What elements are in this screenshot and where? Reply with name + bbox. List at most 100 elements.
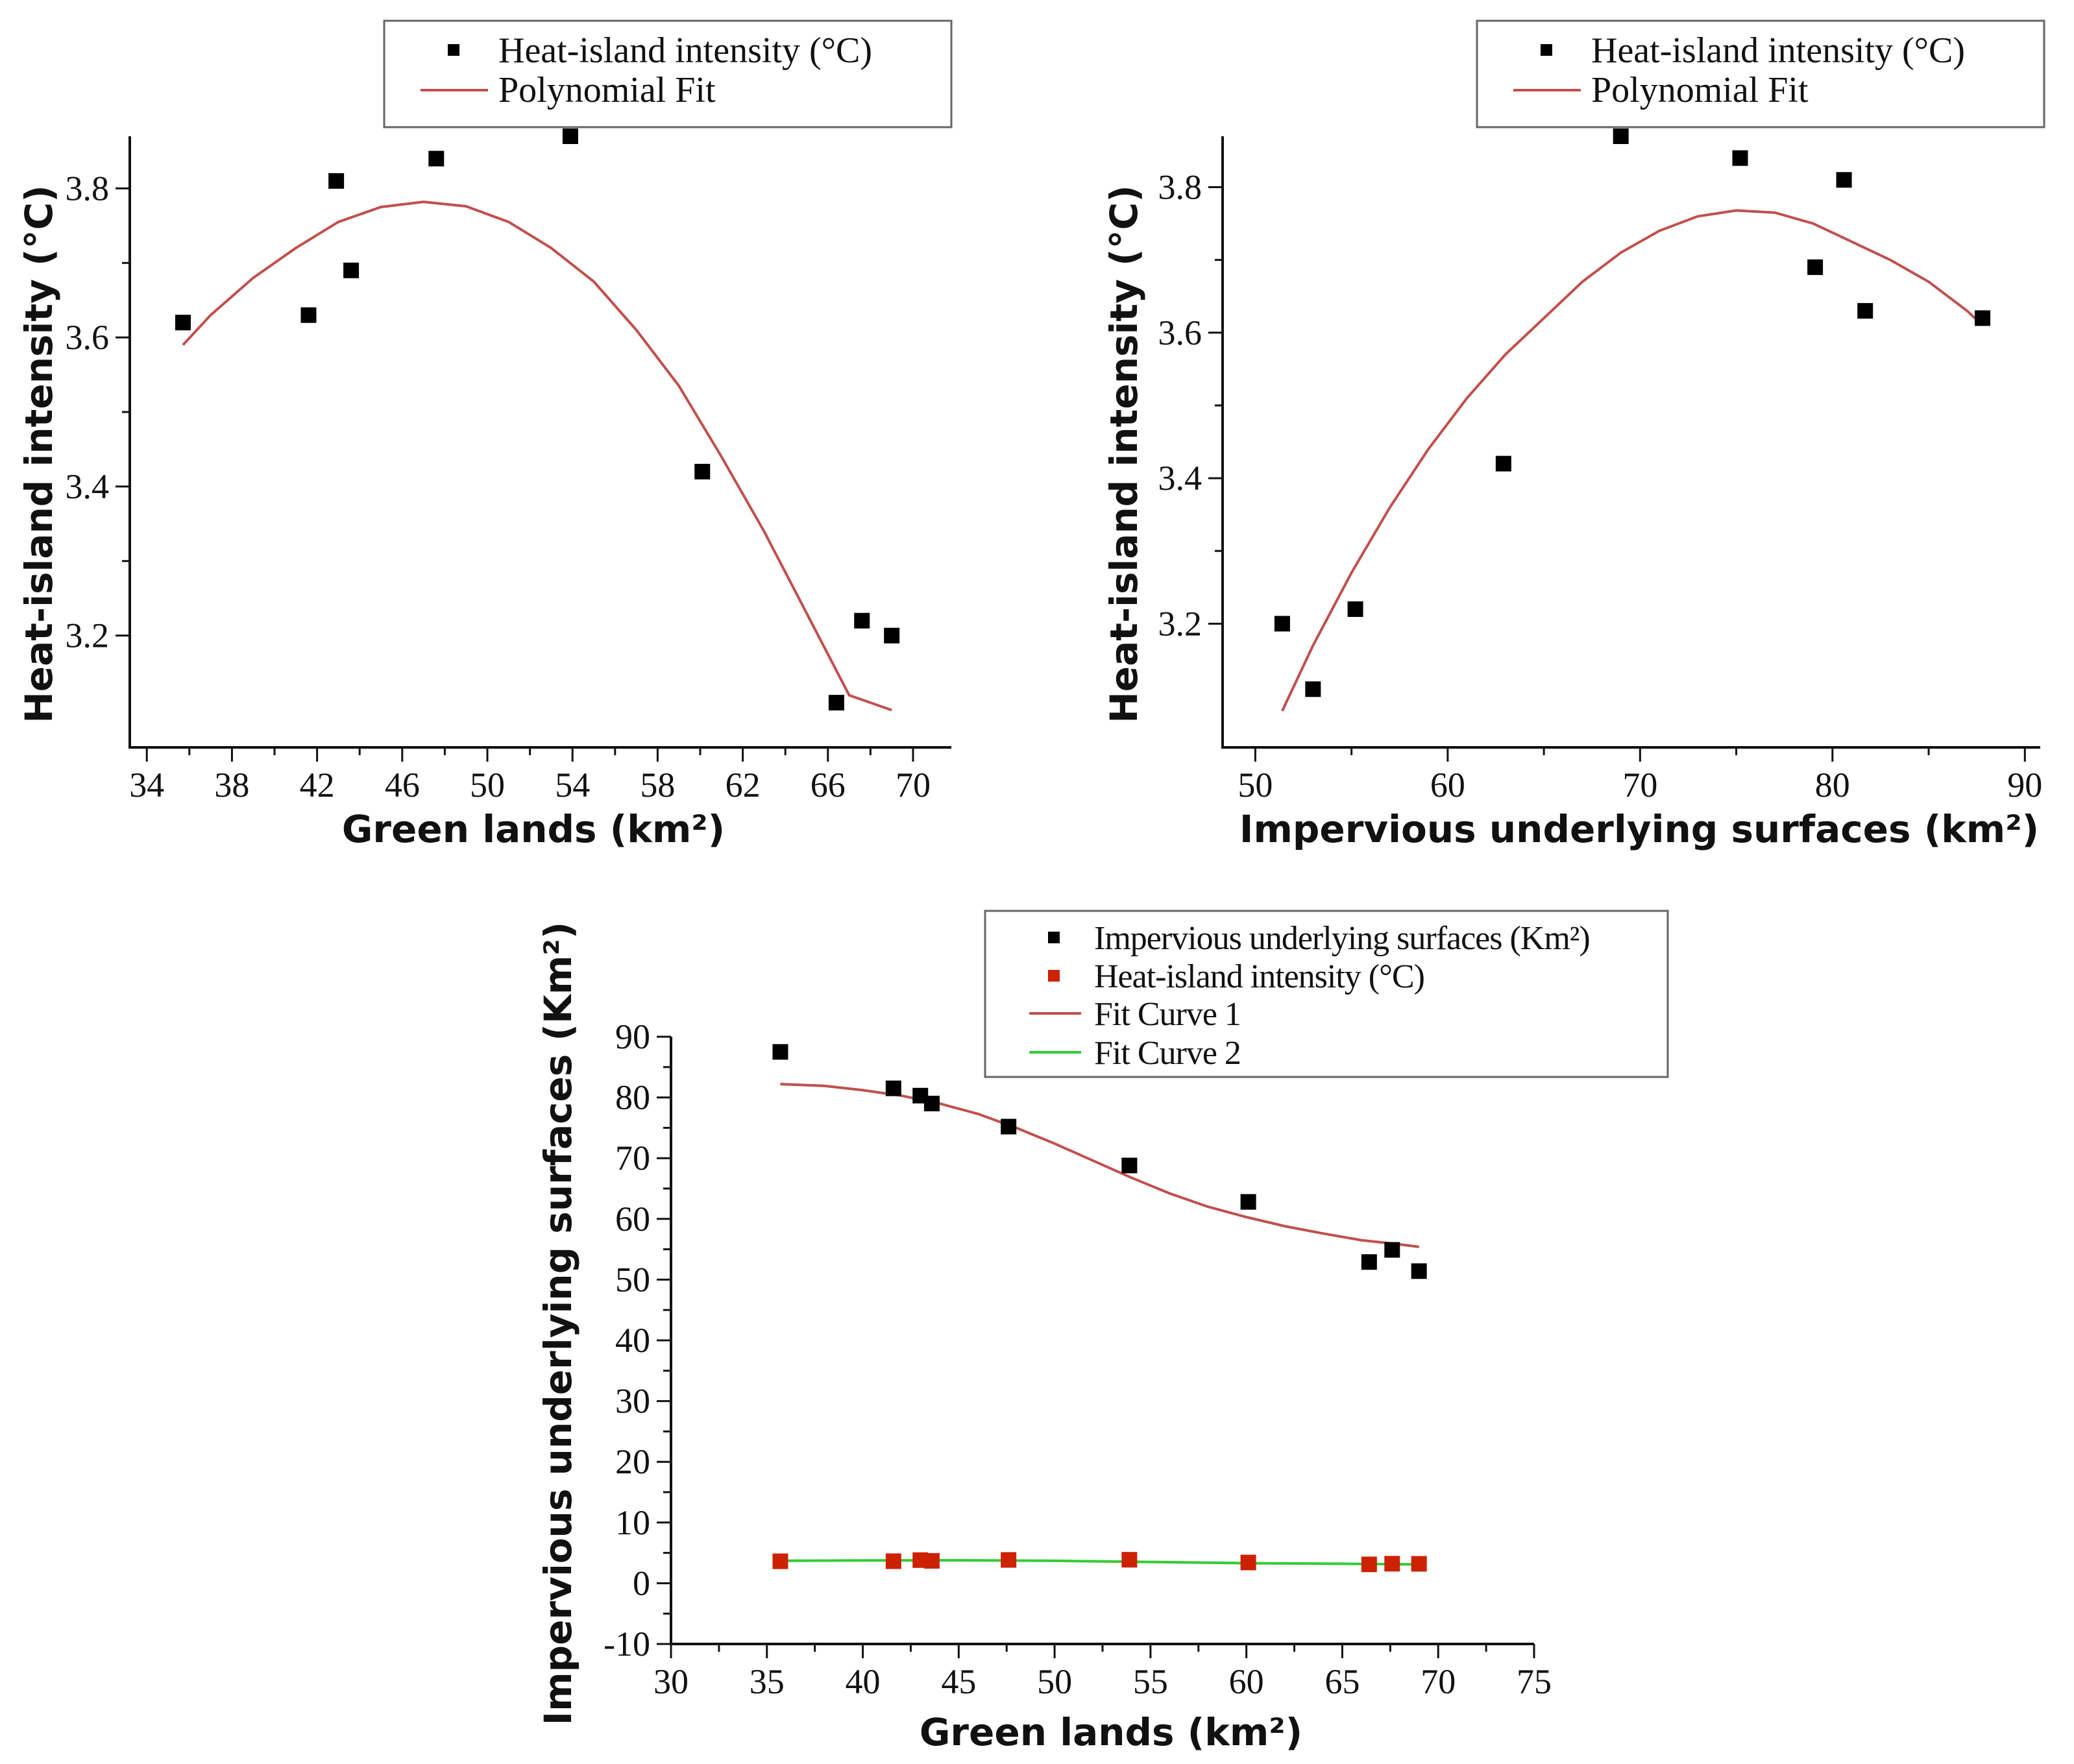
- y-ticks: 3.2 3.4 3.6 3.8: [1158, 168, 1223, 643]
- x-tick-label: 80: [1815, 766, 1850, 804]
- data-point: [300, 307, 317, 323]
- x-axis-title: Impervious underlying surfaces (km²): [1239, 807, 2039, 851]
- x-ticks: 30 35 40 45 50 55 60 65 70 75: [653, 1644, 1552, 1701]
- y-tick-label: 60: [615, 1200, 650, 1238]
- x-tick-label: 35: [750, 1662, 785, 1701]
- data-point: [884, 627, 900, 644]
- legend-marker-icon: [448, 44, 459, 56]
- x-tick-label: 50: [470, 766, 505, 804]
- x-tick-label: 70: [896, 766, 931, 804]
- data-point: [923, 1095, 940, 1111]
- axes-frame: [1221, 136, 2040, 749]
- data-point: [1807, 259, 1824, 275]
- legend-label: Heat-island intensity (°C): [1591, 30, 1965, 71]
- x-axis-title: Green lands (km²): [920, 1710, 1302, 1754]
- x-tick-label: 50: [1037, 1662, 1072, 1701]
- x-tick-label: 58: [640, 766, 675, 804]
- y-tick-label: 3.8: [66, 169, 110, 208]
- y-tick-label: 3.2: [1158, 604, 1202, 643]
- data-point: [1240, 1194, 1256, 1210]
- x-tick-label: 30: [653, 1662, 689, 1701]
- data-point: [885, 1553, 901, 1569]
- data-point: [854, 612, 870, 629]
- y-axis-title: Heat-island intensity (°C): [1102, 185, 1146, 723]
- x-axis-title: Green lands (km²): [342, 807, 725, 851]
- y-ticks: -10 0 10 20 30 40 50 60 70 80 90: [604, 1017, 671, 1663]
- data-point: [562, 128, 578, 144]
- data-point: [1240, 1554, 1256, 1571]
- data-point: [1121, 1157, 1138, 1174]
- legend-label: Polynomial Fit: [498, 70, 716, 110]
- data-point: [1411, 1556, 1427, 1572]
- fit-curve-line: [780, 1083, 1419, 1248]
- data-point: [1384, 1556, 1400, 1572]
- legend-label: Heat-island intensity (°C): [1094, 958, 1424, 995]
- y-tick-label: 80: [615, 1078, 650, 1117]
- legend-marker-icon: [1048, 932, 1060, 943]
- y-tick-label: 3.4: [66, 467, 110, 506]
- x-tick-label: 62: [726, 766, 761, 804]
- data-point: [1305, 681, 1321, 697]
- y-tick-label: 3.2: [66, 616, 110, 655]
- legend-marker-icon: [1048, 970, 1060, 982]
- x-tick-label: 40: [846, 1662, 881, 1701]
- legend-box: [1476, 19, 2045, 128]
- data-point: [175, 315, 191, 331]
- fit-layer: [780, 1083, 1419, 1566]
- x-tick-label: 90: [2007, 766, 2042, 804]
- y-tick-label: 40: [615, 1321, 650, 1360]
- y-tick-label: 3.8: [1158, 168, 1202, 207]
- legend-box: [984, 910, 1669, 1078]
- panel-top-left: 34 38 42 46 50 54 58 62 66 70 3.2 3.4 3.6 3.8 Green …: [17, 19, 953, 851]
- legend-label: Impervious underlying surfaces (Km²): [1094, 920, 1590, 957]
- x-tick-label: 50: [1238, 766, 1273, 804]
- legend-box: [383, 19, 953, 128]
- x-tick-label: 54: [555, 766, 590, 804]
- data-point: [772, 1553, 788, 1569]
- fit-curve-line: [780, 1558, 1419, 1566]
- fit-curve-line: [1281, 209, 1984, 712]
- y-tick-label: 20: [615, 1442, 650, 1481]
- legend: Impervious underlying surfaces (Km²) Hea…: [984, 910, 1669, 1078]
- data-point: [1857, 303, 1873, 319]
- x-tick-label: 45: [941, 1662, 976, 1701]
- y-tick-label: 70: [615, 1139, 650, 1178]
- x-ticks: 34 38 42 46 50 54 58 62 66 70: [129, 747, 931, 804]
- fit-layer: [1281, 209, 1984, 712]
- x-tick-label: 55: [1133, 1662, 1168, 1701]
- y-tick-label: -10: [604, 1625, 650, 1663]
- data-point: [1361, 1556, 1377, 1573]
- y-axis-title: Heat-island intensity (°C): [17, 185, 61, 723]
- x-tick-label: 46: [385, 766, 420, 804]
- x-tick-label: 70: [1421, 1662, 1456, 1701]
- fit-curve-line: [182, 200, 892, 712]
- x-tick-label: 42: [300, 766, 335, 804]
- y-tick-label: 0: [633, 1564, 650, 1602]
- data-point: [1347, 601, 1363, 617]
- x-tick-label: 38: [214, 766, 249, 804]
- x-tick-label: 70: [1622, 766, 1657, 804]
- data-point: [1495, 455, 1511, 472]
- y-tick-label: 3.6: [66, 318, 110, 357]
- data-point: [328, 173, 345, 189]
- data-point: [923, 1553, 940, 1569]
- x-ticks: 50 60 70 80 90: [1238, 747, 2042, 804]
- data-point: [1613, 128, 1629, 144]
- data-point: [1836, 172, 1852, 188]
- legend-label: Fit Curve 1: [1094, 996, 1241, 1033]
- panel-top-right: 50 60 70 80 90 3.2 3.4 3.6 3.8 Impervious under…: [1102, 19, 2045, 851]
- legend-label: Polynomial Fit: [1591, 70, 1809, 110]
- x-tick-label: 65: [1324, 1662, 1360, 1701]
- x-tick-label: 60: [1430, 766, 1465, 804]
- data-point: [694, 463, 711, 479]
- axes-frame: [670, 1037, 1534, 1645]
- y-tick-label: 50: [615, 1260, 650, 1299]
- data-point: [428, 151, 445, 167]
- data-point: [1411, 1263, 1427, 1279]
- legend: Heat-island intensity (°C) Polynomial Fi…: [383, 19, 953, 128]
- data-point: [828, 695, 844, 711]
- y-ticks: 3.2 3.4 3.6 3.8: [66, 169, 130, 655]
- y-tick-label: 10: [615, 1503, 650, 1542]
- marker-layer: [772, 1044, 1427, 1573]
